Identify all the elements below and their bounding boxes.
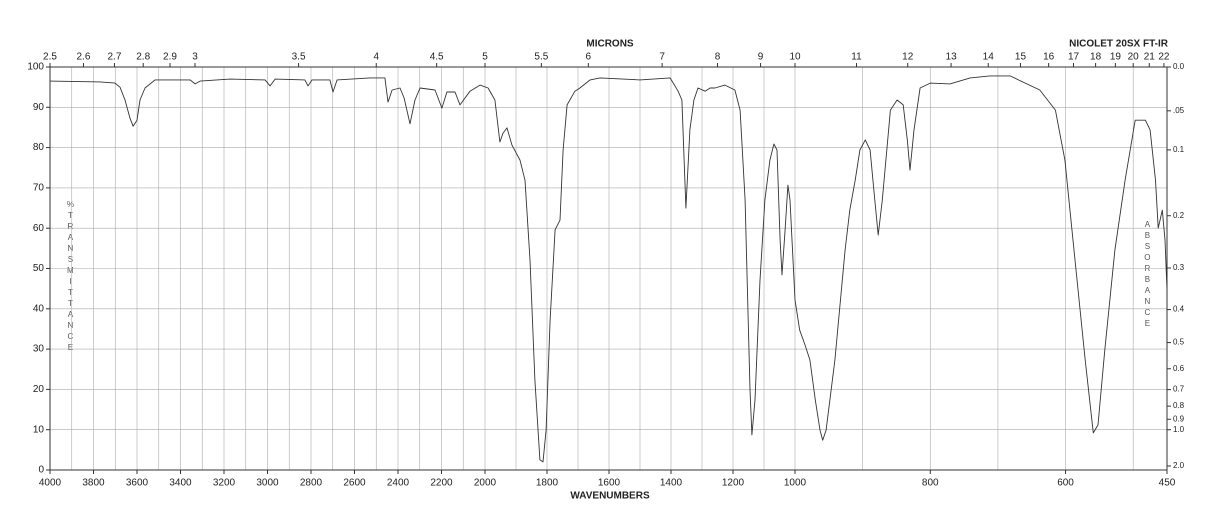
x2-tick-label: 19 [1110,52,1122,63]
x2-tick-label: 15 [1015,52,1027,63]
x-tick-label: 4000 [39,478,62,489]
y2-tick-label: 0.4 [1173,305,1185,314]
y2-tick-label: 0.3 [1173,263,1185,272]
y-tick-label: 60 [33,223,45,234]
x2-tick-label: 16 [1043,52,1055,63]
y-tick-label: 30 [33,344,45,355]
y-tick-label: 20 [33,384,45,395]
y2-tick-label: 0.6 [1173,364,1185,373]
x2-tick-label: 11 [851,52,862,63]
x2-tick-label: 17 [1068,52,1080,63]
y2-tick-label: 2.0 [1173,461,1185,470]
y2-axis-label: ABSORBANCE [1143,220,1152,330]
x-tick-label: 1600 [598,478,621,489]
y2-tick-label: 0.5 [1173,338,1185,347]
x2-tick-label: 5.5 [534,52,548,63]
x-tick-label: 1800 [536,478,559,489]
x-tick-label: 2600 [343,478,366,489]
x2-tick-label: 22 [1158,52,1170,63]
x2-tick-label: 6 [586,52,592,63]
x2-tick-label: 3.5 [292,52,306,63]
x-tick-label: 3000 [256,478,279,489]
y2-tick-label: 0.1 [1173,145,1185,154]
y2-tick-label: 0.0 [1173,62,1185,71]
x-tick-label: 3200 [213,478,236,489]
y2-tick-label: .05 [1173,106,1185,115]
y2-tick-label: 0.8 [1173,401,1185,410]
x2-tick-label: 21 [1144,52,1156,63]
x-tick-label: 800 [922,478,939,489]
x-tick-label: 3600 [126,478,149,489]
x2-tick-label: 10 [789,52,801,63]
x2-tick-label: 5 [482,52,488,63]
x-tick-label: 1400 [660,478,683,489]
y-tick-label: 40 [33,303,45,314]
x2-tick-label: 13 [946,52,958,63]
x-tick-label: 450 [1159,478,1176,489]
x2-tick-label: 2.6 [77,52,91,63]
x2-tick-label: 2.7 [107,52,121,63]
x2-tick-label: 3 [192,52,198,63]
x2-tick-label: 20 [1128,52,1140,63]
x2-tick-label: 8 [715,52,721,63]
x-tick-label: 2400 [387,478,410,489]
x-axis-label: WAVENUMBERS [570,491,650,502]
x2-tick-label: 14 [983,52,995,63]
x-tick-label: 1200 [722,478,745,489]
x-tick-label: 1000 [784,478,807,489]
x-tick-label: 600 [1057,478,1074,489]
y-tick-label: 10 [33,424,45,435]
x-tick-label: 2000 [474,478,497,489]
x-tick-label: 2800 [300,478,323,489]
x2-tick-label: 4 [373,52,379,63]
x-tick-label: 3400 [169,478,192,489]
y-tick-label: 70 [33,183,45,194]
y-tick-label: 50 [33,263,45,274]
x-tick-label: 2200 [430,478,453,489]
y-tick-label: 80 [33,142,45,153]
y2-tick-label: 0.2 [1173,211,1185,220]
y-tick-label: 90 [33,102,45,113]
y-axis-label: %TRANSMITTANCE [66,200,75,354]
x2-tick-label: 2.5 [43,52,57,63]
chart-title: NICOLET 20SX FT-IR [1069,39,1169,50]
x-tick-label: 3800 [82,478,105,489]
x2-tick-label: 9 [758,52,764,63]
y2-tick-label: 0.7 [1173,385,1185,394]
x2-tick-label: 2.9 [163,52,177,63]
x2-tick-label: 4.5 [430,52,444,63]
x2-axis-label: MICRONS [586,39,634,50]
spectrum-line [49,75,1168,463]
x2-tick-label: 2.8 [136,52,150,63]
x2-tick-label: 7 [659,52,665,63]
y-tick-label: 100 [27,62,44,73]
y2-tick-label: 1.0 [1173,425,1185,434]
x2-tick-label: 18 [1090,52,1102,63]
y2-tick-label: 0.9 [1173,414,1185,423]
plot-frame [49,66,1168,471]
x2-tick-label: 12 [902,52,914,63]
y-tick-label: 0 [38,465,44,476]
